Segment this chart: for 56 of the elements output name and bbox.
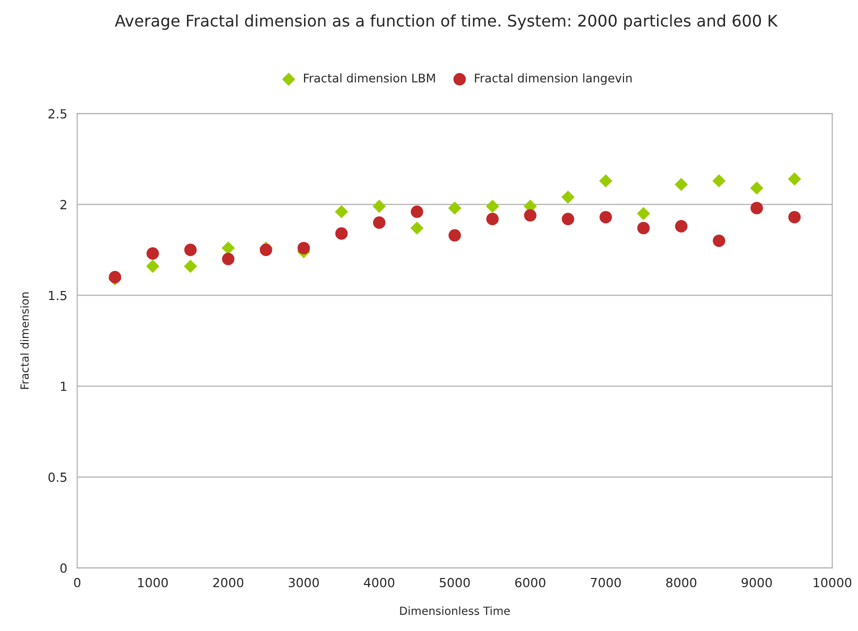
y-axis-title: Fractal dimension [20,292,29,389]
point [372,200,386,213]
x-tick-label: 5000 [440,578,470,588]
point [750,182,764,195]
point [373,216,386,229]
x-tick-label: 2000 [213,578,244,588]
y-tick-label: 2 [60,200,66,210]
point [298,242,310,254]
y-tick-label: 0 [60,563,67,573]
x-tick-label: 3000 [288,578,319,588]
point [750,202,763,214]
point [712,234,726,247]
x-tick-label: 9000 [742,578,772,588]
x-tick-label: 10000 [814,578,852,588]
point [486,200,500,213]
point [184,244,197,256]
point [108,270,122,284]
point [788,172,802,186]
y-tick-label: 2.5 [48,109,66,119]
point [636,206,650,220]
point [448,201,462,215]
point [712,174,726,188]
point [184,260,198,273]
point [788,210,801,224]
x-tick-label: 4000 [364,578,394,588]
point [410,206,424,218]
point [335,227,348,240]
y-tick-label: 1 [60,382,66,391]
point [334,205,348,218]
point [222,252,234,266]
x-tick-label: 1000 [138,578,168,588]
point [524,209,536,222]
point [599,174,612,188]
legend-label: Fractal dimension langevin [474,73,632,85]
x-axis-title: Dimensionless Time [400,606,510,615]
point [222,241,235,255]
point [675,220,688,232]
legend-label: Fractal dimension LBM [304,73,435,82]
point [674,178,688,192]
point [637,222,650,234]
point [561,190,575,204]
point [600,210,612,224]
point [146,260,160,273]
point [146,247,159,260]
x-tick-label: 7000 [590,578,621,588]
point [562,212,574,226]
point [410,221,424,235]
x-tick-label: 6000 [515,578,546,588]
point [260,244,272,256]
y-tick-label: 0.5 [48,472,66,482]
point [486,212,499,226]
x-tick-label: 0 [74,578,80,588]
x-tick-label: 8000 [666,578,696,588]
point [448,229,461,242]
chart-title: Average Fractal dimension as a function of time. System: 2000 particles and 600 K [114,14,778,30]
y-tick-label: 1.5 [48,290,66,300]
